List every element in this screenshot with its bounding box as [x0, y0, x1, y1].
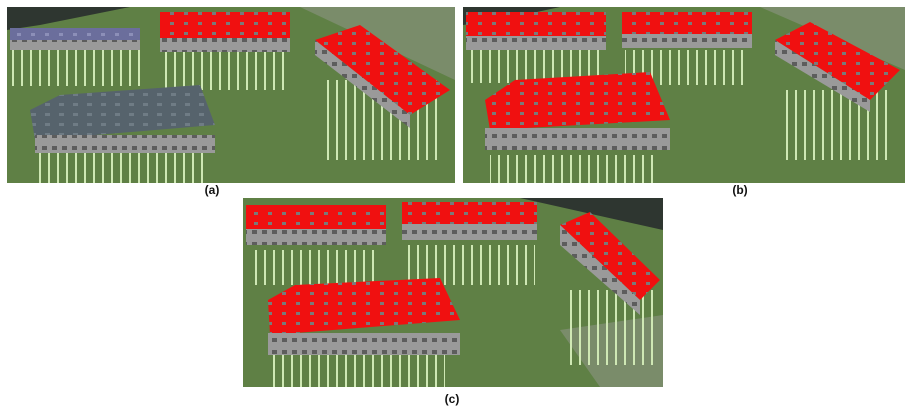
panel-label: (b) — [732, 183, 747, 197]
panel-label: (a) — [205, 183, 220, 197]
panel-a — [7, 7, 455, 183]
panel-label: (c) — [445, 392, 460, 406]
panel-b — [463, 7, 905, 183]
panel-c — [243, 198, 663, 387]
figure: (a) (b) (c) — [0, 0, 910, 411]
